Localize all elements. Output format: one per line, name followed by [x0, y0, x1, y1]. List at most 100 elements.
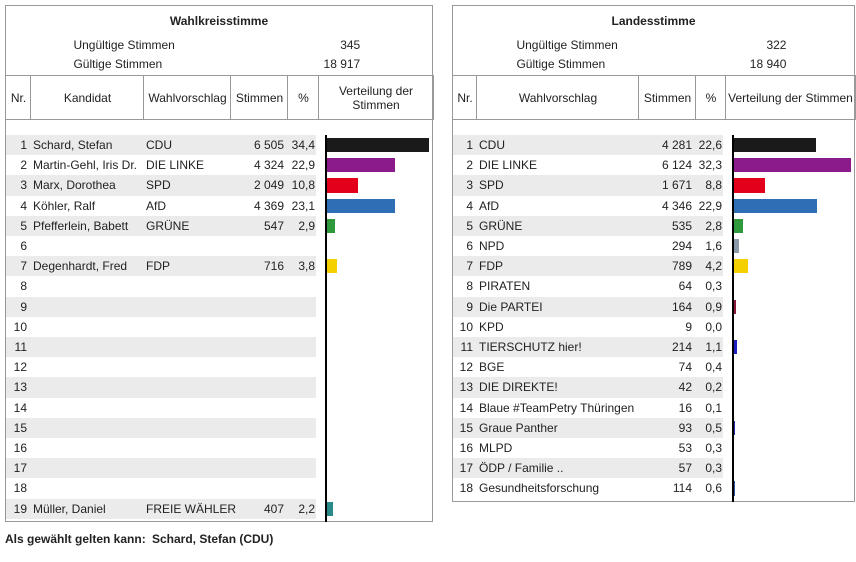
votes: 64 — [678, 279, 692, 294]
column-header: Kandidat — [30, 75, 144, 120]
row-number: 7 — [20, 259, 27, 274]
party-name: Graue Panther — [479, 420, 558, 435]
invalid-value: 345 — [340, 38, 361, 52]
votes: 214 — [671, 340, 692, 355]
footer-value: Schard, Stefan (CDU) — [152, 532, 274, 546]
panel-frame — [5, 5, 433, 522]
percent: 2,9 — [298, 218, 315, 233]
party-name: GRÜNE — [479, 218, 523, 233]
party-name: AfD — [146, 198, 167, 213]
bar-axis — [732, 135, 734, 502]
percent: 0,3 — [705, 461, 722, 476]
percent: 8,8 — [705, 178, 722, 193]
votes: 4 324 — [253, 158, 284, 173]
votes: 407 — [263, 501, 284, 516]
row-background — [453, 417, 723, 438]
percent: 0,0 — [705, 319, 722, 334]
party-name: NPD — [479, 239, 505, 254]
percent: 0,9 — [705, 299, 722, 314]
party-name: DIE LINKE — [479, 158, 538, 173]
votes: 1 671 — [661, 178, 692, 193]
percent: 10,8 — [291, 178, 315, 193]
valid-label: Gültige Stimmen — [73, 57, 163, 71]
percent: 34,4 — [291, 138, 315, 153]
percent: 22,6 — [698, 138, 722, 153]
candidate-name: Degenhardt, Fred — [33, 259, 128, 274]
row-number: 16 — [13, 441, 27, 456]
invalid-label: Ungültige Stimmen — [73, 38, 175, 52]
party-name: SPD — [479, 178, 504, 193]
bar — [733, 138, 816, 153]
bar — [733, 481, 736, 496]
candidate-name: Köhler, Ralf — [33, 198, 96, 213]
bar-axis — [325, 135, 327, 522]
row-number: 18 — [13, 481, 27, 496]
bar — [733, 259, 749, 274]
valid-label: Gültige Stimmen — [516, 57, 606, 71]
candidate-name: Marx, Dorothea — [33, 178, 116, 193]
bar — [326, 218, 335, 233]
party-name: MLPD — [479, 441, 513, 456]
row-number: 11 — [460, 340, 473, 355]
party-name: FDP — [479, 259, 503, 274]
row-background — [6, 498, 316, 519]
bar — [733, 340, 738, 355]
invalid-label: Ungültige Stimmen — [516, 38, 618, 52]
votes: 6 505 — [253, 138, 284, 153]
row-number: 8 — [20, 279, 27, 294]
party-name: CDU — [479, 138, 505, 153]
bar — [733, 239, 739, 254]
row-number: 13 — [13, 380, 27, 395]
percent: 2,8 — [705, 218, 722, 233]
bar — [733, 178, 766, 193]
row-background — [6, 256, 316, 277]
bar — [733, 218, 744, 233]
bar — [326, 259, 338, 274]
column-header: Stimmen — [230, 75, 288, 120]
percent: 0,2 — [705, 380, 722, 395]
votes: 74 — [678, 360, 692, 375]
panel-frame — [452, 5, 855, 502]
percent: 1,6 — [705, 239, 722, 254]
votes: 42 — [678, 380, 692, 395]
percent: 0,5 — [705, 420, 722, 435]
votes: 4 281 — [661, 138, 692, 153]
votes: 114 — [672, 481, 692, 496]
row-background — [6, 337, 316, 358]
valid-value: 18 940 — [749, 57, 787, 71]
row-number: 4 — [466, 198, 473, 213]
bar — [733, 299, 737, 314]
votes: 9 — [685, 319, 692, 334]
row-number: 2 — [466, 158, 473, 173]
row-number: 15 — [459, 420, 473, 435]
column-header: % — [287, 75, 319, 120]
row-background — [453, 458, 723, 479]
votes: 53 — [678, 441, 692, 456]
party-name: GRÜNE — [146, 218, 190, 233]
percent: 0,1 — [705, 400, 722, 415]
percent: 22,9 — [291, 158, 315, 173]
invalid-value: 322 — [766, 38, 787, 52]
row-number: 14 — [13, 400, 27, 415]
party-name: TIERSCHUTZ hier! — [479, 340, 582, 355]
column-header: Verteilung der Stimmen — [318, 75, 434, 120]
row-number: 14 — [459, 400, 473, 415]
party-name: Gesundheitsforschung — [479, 481, 600, 496]
votes: 294 — [671, 239, 692, 254]
row-number: 5 — [466, 218, 473, 233]
votes: 4 346 — [661, 198, 692, 213]
percent: 2,2 — [298, 501, 315, 516]
candidate-name: Pfefferlein, Babett — [33, 218, 129, 233]
votes: 164 — [671, 299, 692, 314]
party-name: Die PARTEI — [479, 299, 543, 314]
row-number: 1 — [20, 138, 27, 153]
row-number: 15 — [13, 420, 27, 435]
row-background — [6, 417, 316, 438]
row-number: 5 — [20, 218, 27, 233]
row-number: 3 — [20, 178, 27, 193]
row-background — [6, 377, 316, 398]
party-name: AfD — [479, 198, 500, 213]
row-number: 7 — [466, 259, 473, 274]
party-name: CDU — [146, 138, 172, 153]
